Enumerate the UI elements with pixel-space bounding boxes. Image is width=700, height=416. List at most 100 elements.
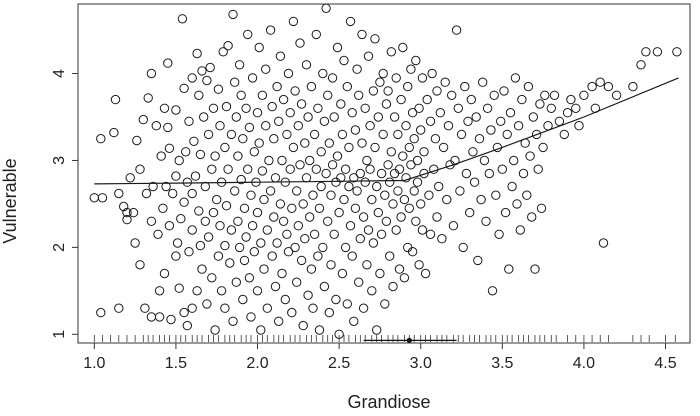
data-point xyxy=(417,73,428,83)
data-point xyxy=(270,173,281,183)
data-point xyxy=(190,171,201,181)
data-point xyxy=(89,193,100,203)
data-point xyxy=(303,290,313,300)
data-point xyxy=(161,181,171,192)
data-point xyxy=(393,129,403,140)
data-point xyxy=(200,181,211,192)
data-point xyxy=(329,112,339,122)
data-point xyxy=(378,129,388,140)
data-point xyxy=(460,81,470,92)
data-point xyxy=(182,177,193,187)
data-point xyxy=(168,188,178,199)
data-point xyxy=(274,316,284,326)
data-point xyxy=(156,151,166,161)
data-point xyxy=(244,273,255,283)
data-point xyxy=(453,103,463,114)
data-point xyxy=(187,303,197,313)
data-point xyxy=(500,207,511,218)
data-point xyxy=(301,60,312,70)
data-point xyxy=(146,216,157,227)
data-point xyxy=(171,251,181,261)
data-point xyxy=(293,121,303,131)
data-point xyxy=(416,125,426,135)
data-point xyxy=(494,229,504,240)
data-point xyxy=(202,75,212,86)
data-point xyxy=(323,90,333,101)
data-point xyxy=(223,41,233,51)
data-point xyxy=(213,251,224,261)
data-point xyxy=(309,229,320,240)
data-point xyxy=(314,203,325,214)
data-point xyxy=(398,151,408,161)
data-point xyxy=(499,86,509,96)
x-axis-title: Grandiose xyxy=(347,392,430,412)
data-point xyxy=(344,142,354,153)
data-point xyxy=(502,129,512,140)
data-point xyxy=(404,142,414,153)
data-point xyxy=(298,320,308,331)
data-point xyxy=(257,166,268,176)
data-point xyxy=(427,68,437,79)
data-point xyxy=(510,73,521,83)
data-point xyxy=(350,203,361,214)
data-point xyxy=(194,90,204,101)
data-point xyxy=(337,268,348,279)
data-point xyxy=(403,81,413,92)
data-point xyxy=(287,307,297,318)
data-point xyxy=(321,3,331,13)
data-point xyxy=(246,312,256,322)
data-point xyxy=(406,160,416,170)
y-tick-label: 2 xyxy=(51,243,68,252)
data-point xyxy=(342,81,352,92)
data-point xyxy=(388,199,398,209)
data-point xyxy=(321,168,331,179)
data-point xyxy=(179,83,189,94)
data-point xyxy=(174,155,184,166)
data-point xyxy=(403,242,413,253)
y-tick-label: 1 xyxy=(51,330,68,339)
x-tick-label: 1.0 xyxy=(83,355,105,372)
data-point xyxy=(350,125,361,135)
data-point xyxy=(363,225,374,235)
data-point xyxy=(419,147,429,157)
data-point xyxy=(430,134,441,144)
data-point xyxy=(391,73,401,83)
estimate-point xyxy=(406,337,412,343)
data-point xyxy=(177,14,188,24)
data-point xyxy=(422,94,432,105)
data-point xyxy=(163,122,173,133)
data-point xyxy=(233,151,243,161)
data-point xyxy=(381,99,392,109)
data-point xyxy=(252,286,263,296)
data-point xyxy=(496,116,506,127)
data-point xyxy=(280,294,290,305)
data-point xyxy=(528,112,538,122)
data-point xyxy=(487,286,498,296)
data-point xyxy=(535,99,545,109)
rug-plot xyxy=(93,335,676,342)
data-point xyxy=(527,212,537,222)
data-point xyxy=(187,188,197,199)
data-point xyxy=(230,77,240,87)
data-point xyxy=(373,112,383,122)
data-point xyxy=(300,234,310,244)
y-axis-title: Vulnerable xyxy=(0,158,20,243)
data-point xyxy=(313,103,323,114)
x-tick-label: 2.0 xyxy=(246,355,268,372)
data-point xyxy=(458,242,468,253)
data-point xyxy=(151,121,162,131)
data-point xyxy=(455,186,465,196)
data-point xyxy=(326,190,336,200)
data-point xyxy=(241,103,251,114)
data-point xyxy=(290,242,300,253)
data-point xyxy=(233,216,243,227)
data-point xyxy=(154,286,165,296)
data-point xyxy=(163,58,173,68)
data-point xyxy=(128,207,139,218)
data-point xyxy=(373,207,383,218)
data-point xyxy=(603,81,614,92)
data-point xyxy=(342,299,352,309)
data-point xyxy=(223,164,233,174)
data-point xyxy=(207,273,217,283)
data-point xyxy=(272,238,282,248)
